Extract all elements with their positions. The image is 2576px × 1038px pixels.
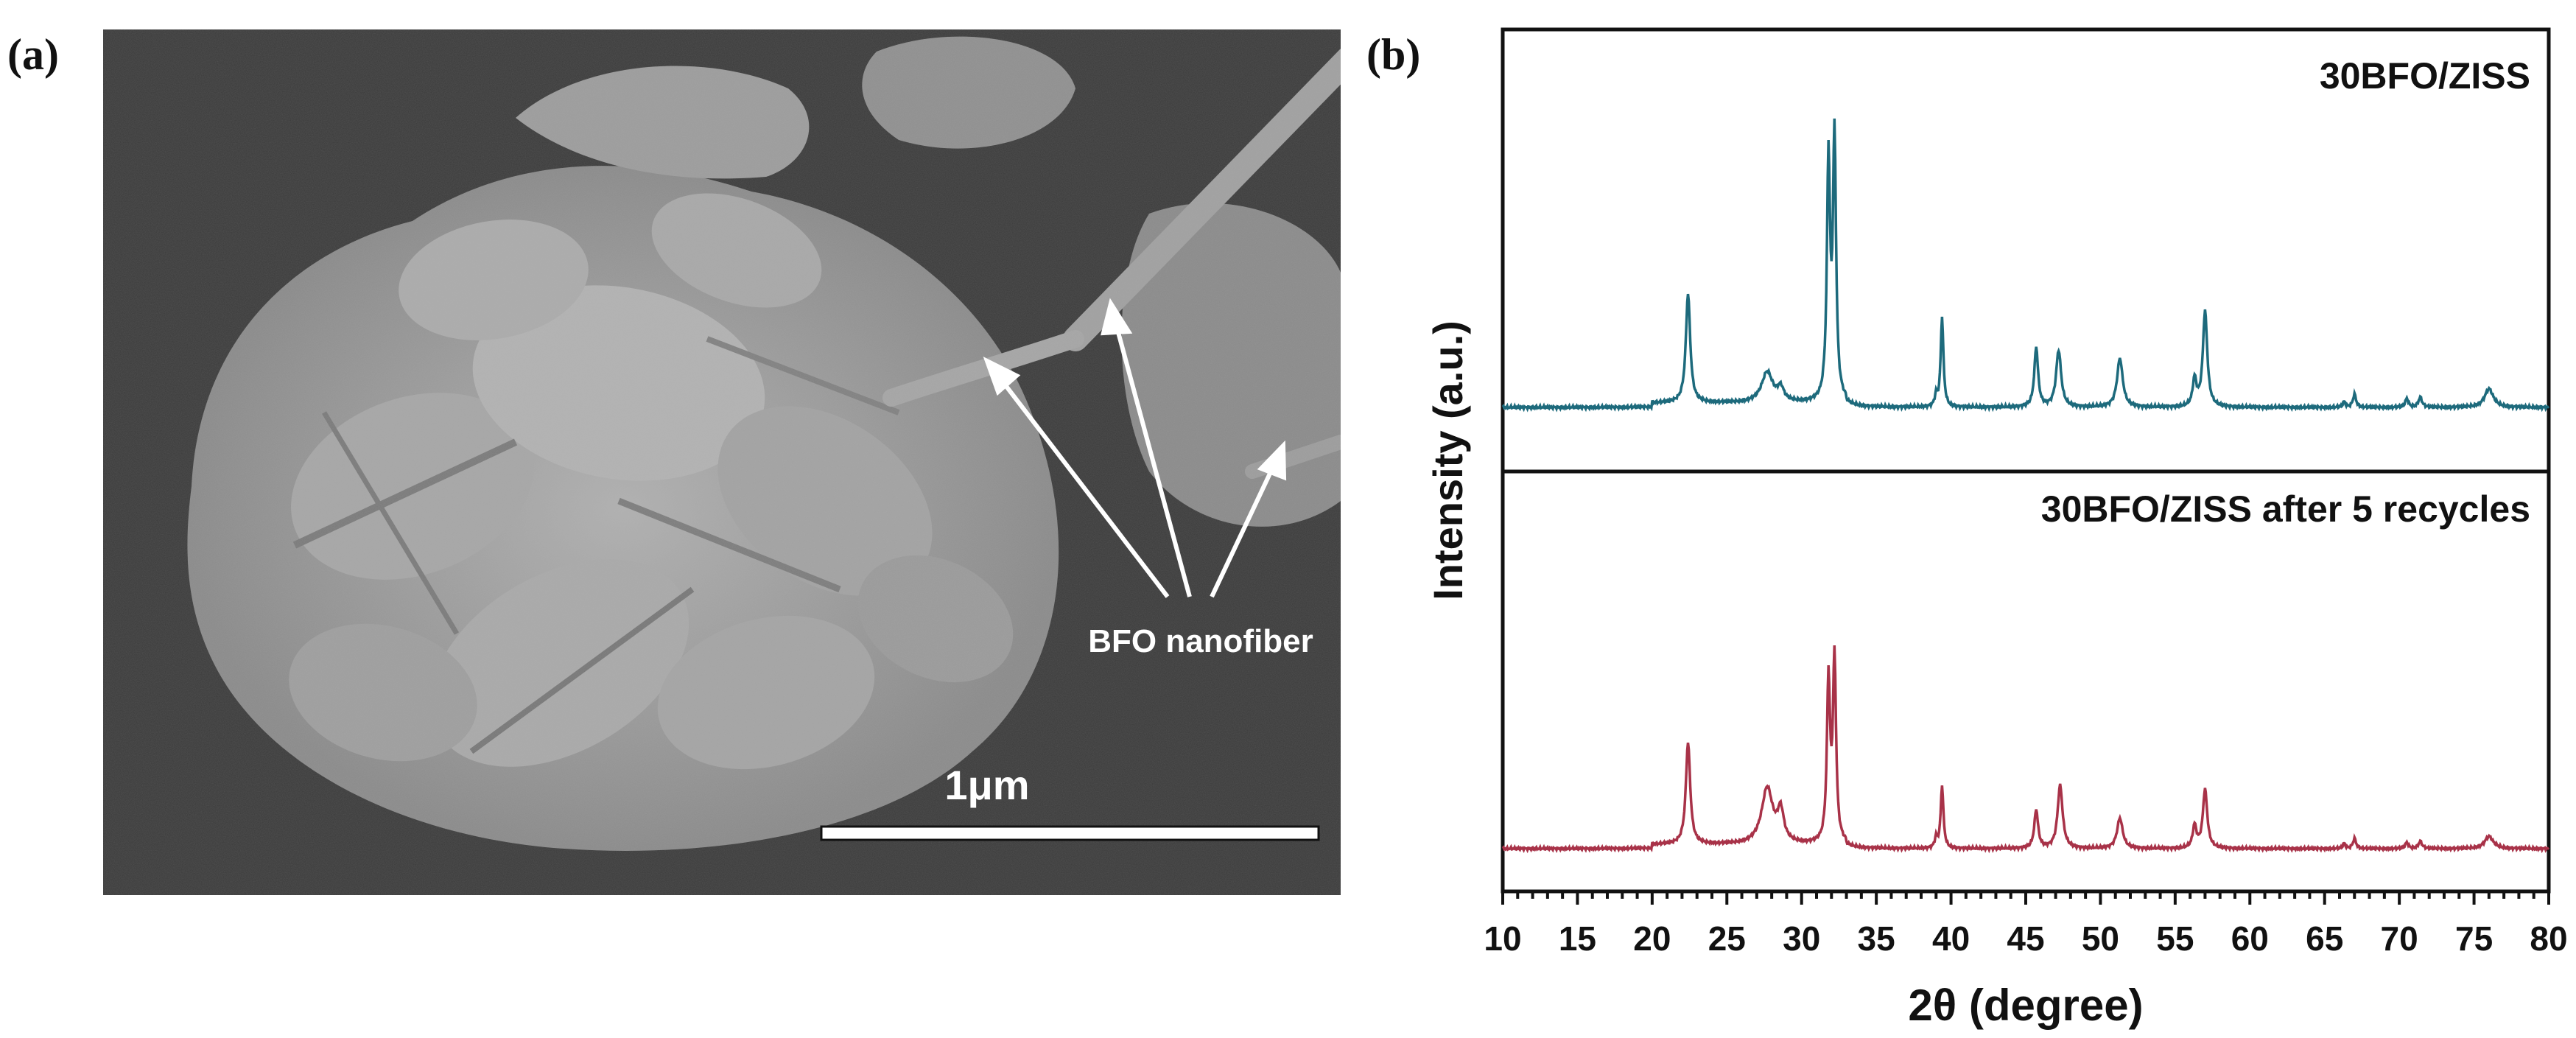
x-tick-label: 50 [2082, 919, 2119, 958]
x-tick-label: 15 [1559, 919, 1596, 958]
x-tick-label: 35 [1858, 919, 1895, 958]
panel-a-label: (a) [7, 30, 59, 79]
scale-bar [820, 825, 1320, 841]
series-label-bottom: 30BFO/ZISS after 5 recycles [2041, 488, 2530, 530]
x-tick-label: 65 [2306, 919, 2343, 958]
x-tick-label: 45 [2007, 919, 2044, 958]
x-tick-label: 55 [2156, 919, 2194, 958]
scale-bar-label: 1μm [944, 762, 1029, 808]
sem-image: BFO nanofiber 1μm [103, 29, 1361, 895]
x-tick-label: 40 [1932, 919, 1970, 958]
series-label-top: 30BFO/ZISS [2320, 55, 2530, 97]
x-tick-label: 10 [1484, 919, 1521, 958]
panel-b-label: (b) [1366, 30, 1421, 79]
x-tick-label: 25 [1708, 919, 1746, 958]
x-tick-label: 75 [2455, 919, 2493, 958]
x-axis-tick-labels: 10 15 20 25 30 35 40 45 50 55 60 65 70 75 80 [1484, 919, 2567, 958]
sem-micrograph: BFO nanofiber 1μm [103, 29, 1361, 895]
nanofiber-arrows [983, 298, 1287, 598]
y-axis-label: Intensity (a.u.) [1425, 320, 1471, 600]
nanofiber-annotation: BFO nanofiber [1088, 623, 1313, 659]
x-tick-label: 30 [1783, 919, 1820, 958]
x-tick-label: 60 [2231, 919, 2269, 958]
x-axis-ticks [1501, 891, 2550, 905]
sem-noise [103, 29, 1341, 895]
x-tick-label: 80 [2530, 919, 2567, 958]
x-tick-label: 70 [2381, 919, 2418, 958]
series-line-30bfo-ziss [1501, 118, 2550, 413]
x-axis-label: 2θ (degree) [1908, 981, 2143, 1030]
x-tick-label: 20 [1633, 919, 1671, 958]
xrd-bottom-frame [1501, 469, 2551, 894]
series-line-30bfo-ziss-after-5-recycles [1501, 645, 2550, 854]
